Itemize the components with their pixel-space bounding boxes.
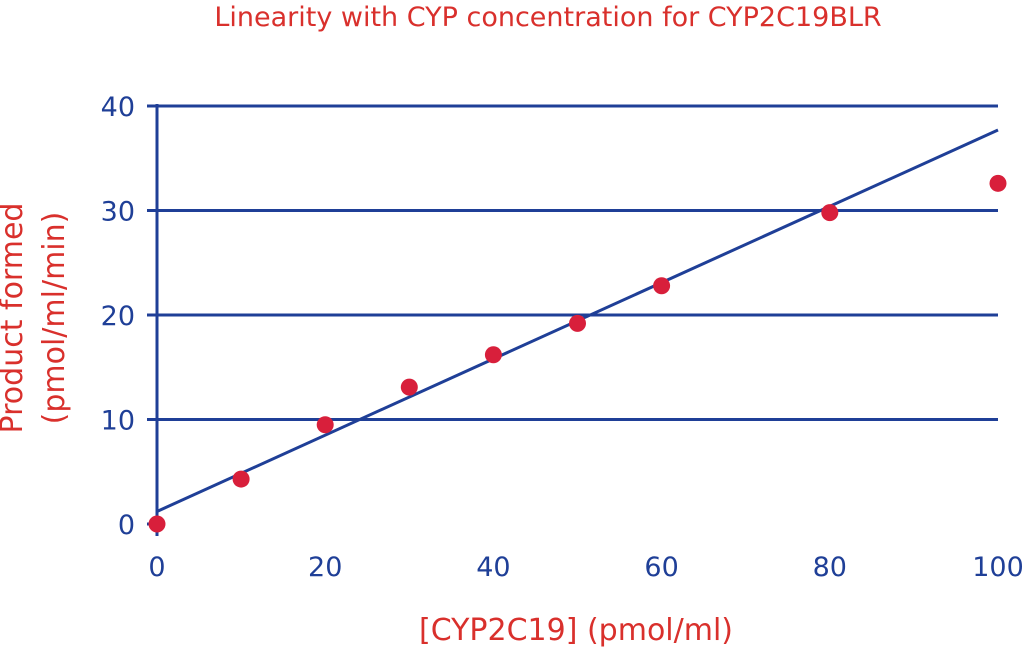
x-tick-label-0: 0: [148, 552, 165, 583]
data-point-2: [316, 416, 334, 434]
y-tick-label-30: 30: [101, 197, 135, 228]
x-tick-label-60: 60: [644, 552, 678, 583]
data-point-1: [232, 470, 250, 488]
gridlines: [157, 104, 998, 421]
x-tick-labels: 0 20 40 60 80 100: [148, 552, 1023, 583]
x-tick-label-40: 40: [476, 552, 510, 583]
x-axis-label: [CYP2C19] (pmol/ml): [419, 613, 733, 648]
x-tick-label-20: 20: [308, 552, 342, 583]
data-points: [148, 174, 1007, 533]
data-point-7: [821, 204, 839, 222]
data-point-6: [653, 277, 671, 295]
y-tick-label-40: 40: [101, 92, 135, 123]
y-tick-label-20: 20: [101, 301, 135, 332]
axes: [147, 104, 159, 536]
chart-title: Linearity with CYP concentration for CYP…: [214, 2, 881, 33]
x-tick-label-100: 100: [972, 552, 1024, 583]
y-tick-label-0: 0: [118, 510, 135, 541]
y-tick-label-10: 10: [101, 406, 135, 437]
y-axis-label-line-2: (pmol/ml/min): [37, 212, 72, 425]
y-tick-labels: 0 10 20 30 40: [101, 92, 135, 541]
y-axis-label: Product formed (pmol/ml/min): [0, 203, 72, 434]
data-point-5: [569, 314, 586, 332]
data-point-0: [148, 515, 166, 533]
data-point-8: [989, 174, 1007, 192]
x-tick-label-80: 80: [813, 552, 847, 583]
data-point-4: [484, 346, 502, 364]
data-point-3: [400, 378, 418, 396]
y-axis-label-line-1: Product formed: [0, 203, 30, 434]
